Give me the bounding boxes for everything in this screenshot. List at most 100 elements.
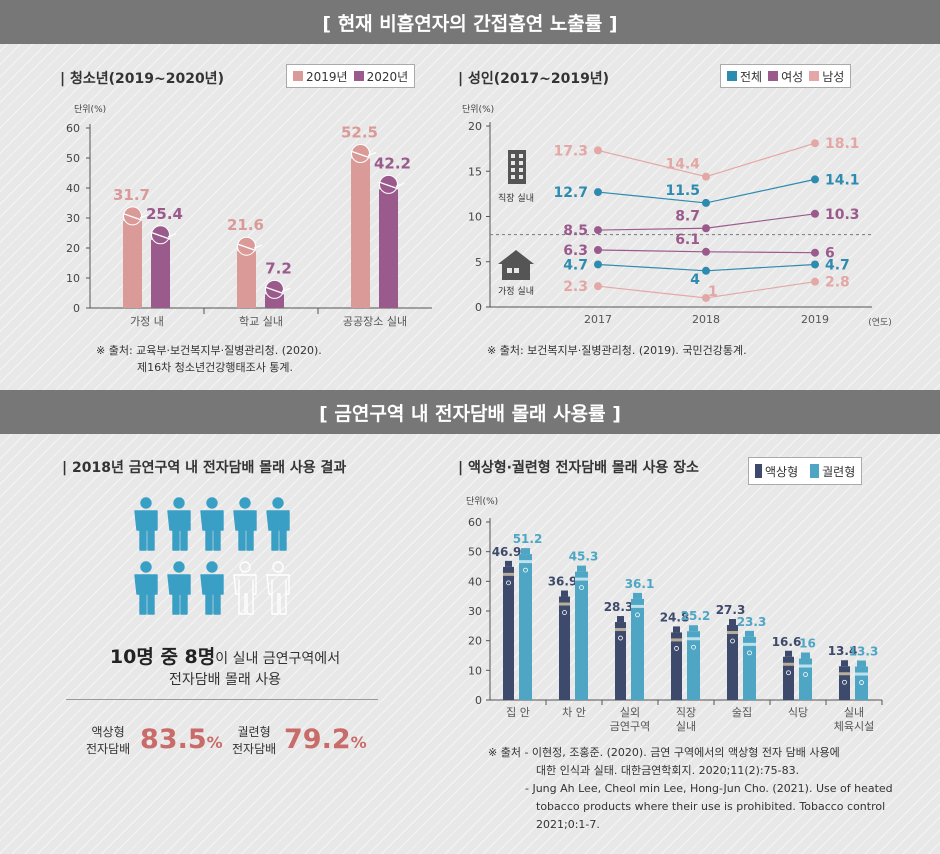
device-cap [729, 619, 736, 626]
data-point [811, 209, 819, 218]
person-head [173, 561, 185, 573]
person-icon-filled [167, 497, 191, 551]
tobacco-ecig-value: 79.2 [284, 724, 351, 755]
data-label: 14.4 [665, 157, 700, 173]
data-point [594, 260, 602, 269]
data-label: 4 [690, 272, 700, 288]
building-window [519, 154, 523, 158]
data-point [702, 224, 710, 233]
legend-label-2020: 2020년 [366, 69, 409, 84]
person-head [239, 497, 251, 509]
x-tick-label: 술집 [732, 706, 752, 719]
person-body [167, 510, 191, 551]
data-label: 36.1 [625, 577, 655, 591]
person-head [206, 497, 218, 509]
data-label: 24.8 [660, 610, 690, 624]
y-tick-label: 10 [468, 664, 482, 677]
teen-source-line1: ※ 출처: 교육부·보건복지부·질병관리청. (2020). [96, 344, 322, 357]
person-body [200, 574, 224, 615]
bar-2020 [265, 294, 284, 308]
x-tick-label: 체육시설 [834, 720, 874, 733]
bar-liquid [503, 566, 514, 700]
y-tick-label: 40 [66, 182, 80, 195]
data-point [811, 277, 819, 286]
data-label: 8.5 [563, 223, 588, 239]
divider [66, 699, 378, 700]
bar-liquid [783, 656, 794, 700]
legend-swatch-total [727, 71, 737, 81]
legend-item-tobacco: 궐련형 [810, 463, 855, 480]
legend-label-liquid: 액상형 [765, 464, 799, 479]
device-band [559, 602, 570, 606]
x-tick-label: 직장 [676, 706, 696, 719]
x-tick-label: 금연구역 [610, 720, 650, 733]
device-band [615, 628, 626, 632]
liquid-ecig-label: 액상형 전자담배 [86, 724, 130, 758]
data-label: 8.7 [675, 208, 700, 224]
device-band [855, 672, 868, 676]
adult-source: ※ 출처: 보건복지부·질병관리청. (2019). 국민건강통계. [487, 344, 747, 357]
data-label: 7.2 [265, 259, 292, 277]
head-icon [123, 206, 142, 226]
data-point [594, 226, 602, 235]
bar-tobacco [855, 666, 868, 700]
person-head [272, 497, 284, 509]
data-label: 6.1 [675, 232, 700, 248]
data-label: 52.5 [341, 124, 378, 142]
person-body [233, 510, 257, 551]
teen-chart-legend: 2019년 2020년 [286, 64, 416, 88]
device-cap [857, 660, 866, 667]
data-label: 2.3 [563, 279, 588, 295]
device-band [687, 637, 700, 641]
bar-tobacco [799, 658, 812, 700]
device-button [506, 580, 511, 586]
person-head [206, 561, 218, 573]
office-building-icon [508, 150, 526, 184]
y-tick-label: 30 [468, 605, 482, 618]
y-tick-label: 60 [468, 516, 482, 529]
section-banner-ecig: [ 금연구역 내 전자담배 몰래 사용률 ] [0, 390, 940, 434]
x-tick-label: 학교 실내 [239, 315, 283, 328]
data-label: 14.1 [825, 172, 860, 188]
building-window [511, 175, 515, 179]
data-label: 36.9 [548, 575, 578, 589]
person-icon-empty [266, 561, 290, 615]
data-point [811, 248, 819, 257]
device-button [747, 650, 752, 656]
data-label: 1 [708, 284, 718, 300]
y-tick-label: 60 [66, 122, 80, 135]
ecig-source-line1: ※ 출처 - 이현정, 조홍준. (2020). 금연 구역에서의 액상형 전자… [488, 746, 840, 759]
liquid-label-line1: 액상형 [91, 725, 125, 739]
y-tick-label: 50 [468, 546, 482, 559]
legend-swatch-liquid [755, 464, 762, 478]
ecig-source-line4: tobacco products where their use is proh… [536, 800, 886, 813]
device-band [503, 572, 514, 576]
legend-swatch-2019 [293, 71, 303, 81]
device-button [674, 646, 679, 651]
y-tick-label: 5 [475, 256, 482, 269]
building-window [511, 168, 515, 172]
legend-item-2020: 2020년 [353, 68, 409, 85]
device-cap [577, 565, 586, 572]
bar-2019 [351, 158, 370, 308]
person-icon-filled [266, 497, 290, 551]
x-tick-label: 집 안 [506, 706, 530, 719]
adult-chart-legend: 전체 여성 남성 [720, 64, 852, 88]
device-band [783, 662, 794, 666]
person-body [266, 510, 290, 551]
house-icon [498, 250, 534, 280]
bar-tobacco [519, 554, 532, 700]
y-tick-label: 15 [468, 165, 482, 178]
device-band [743, 642, 756, 646]
person-body [134, 574, 158, 615]
y-tick-label: 20 [468, 635, 482, 648]
teen-source-line2: 제16차 청소년건강행태조사 통계. [137, 361, 294, 374]
person-head [239, 561, 251, 573]
head-icon [151, 225, 170, 245]
head-icon [237, 236, 256, 256]
home-group-label: 가정 실내 [498, 286, 534, 297]
y-tick-label: 0 [475, 301, 482, 314]
person-icon-filled [167, 561, 191, 615]
bar-2020 [379, 189, 398, 308]
